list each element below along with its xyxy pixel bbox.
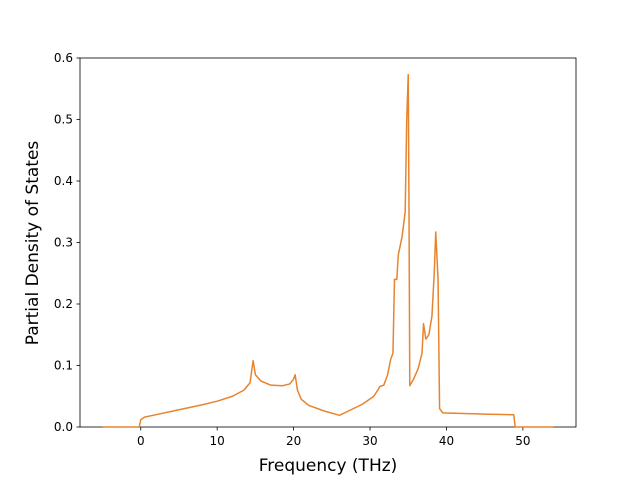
y-tick-label: 0.5 xyxy=(54,113,73,127)
data-line xyxy=(102,73,554,428)
x-tick-label: 40 xyxy=(439,434,454,448)
x-tick-label: 0 xyxy=(137,434,145,448)
y-tick-label: 0.2 xyxy=(54,297,73,311)
plot-frame xyxy=(79,57,577,428)
y-tick-label: 0.0 xyxy=(54,420,73,434)
x-axis-label: Frequency (THz) xyxy=(259,456,398,476)
x-tick-label: 30 xyxy=(362,434,377,448)
y-tick-label: 0.3 xyxy=(54,236,73,250)
y-axis-label: Partial Density of States xyxy=(23,141,43,346)
x-tick-label: 50 xyxy=(515,434,530,448)
y-tick-label: 0.4 xyxy=(54,174,73,188)
x-tick-label: 20 xyxy=(286,434,301,448)
x-tick-label: 10 xyxy=(210,434,225,448)
y-tick-label: 0.1 xyxy=(54,359,73,373)
y-tick-label: 0.6 xyxy=(54,51,73,65)
